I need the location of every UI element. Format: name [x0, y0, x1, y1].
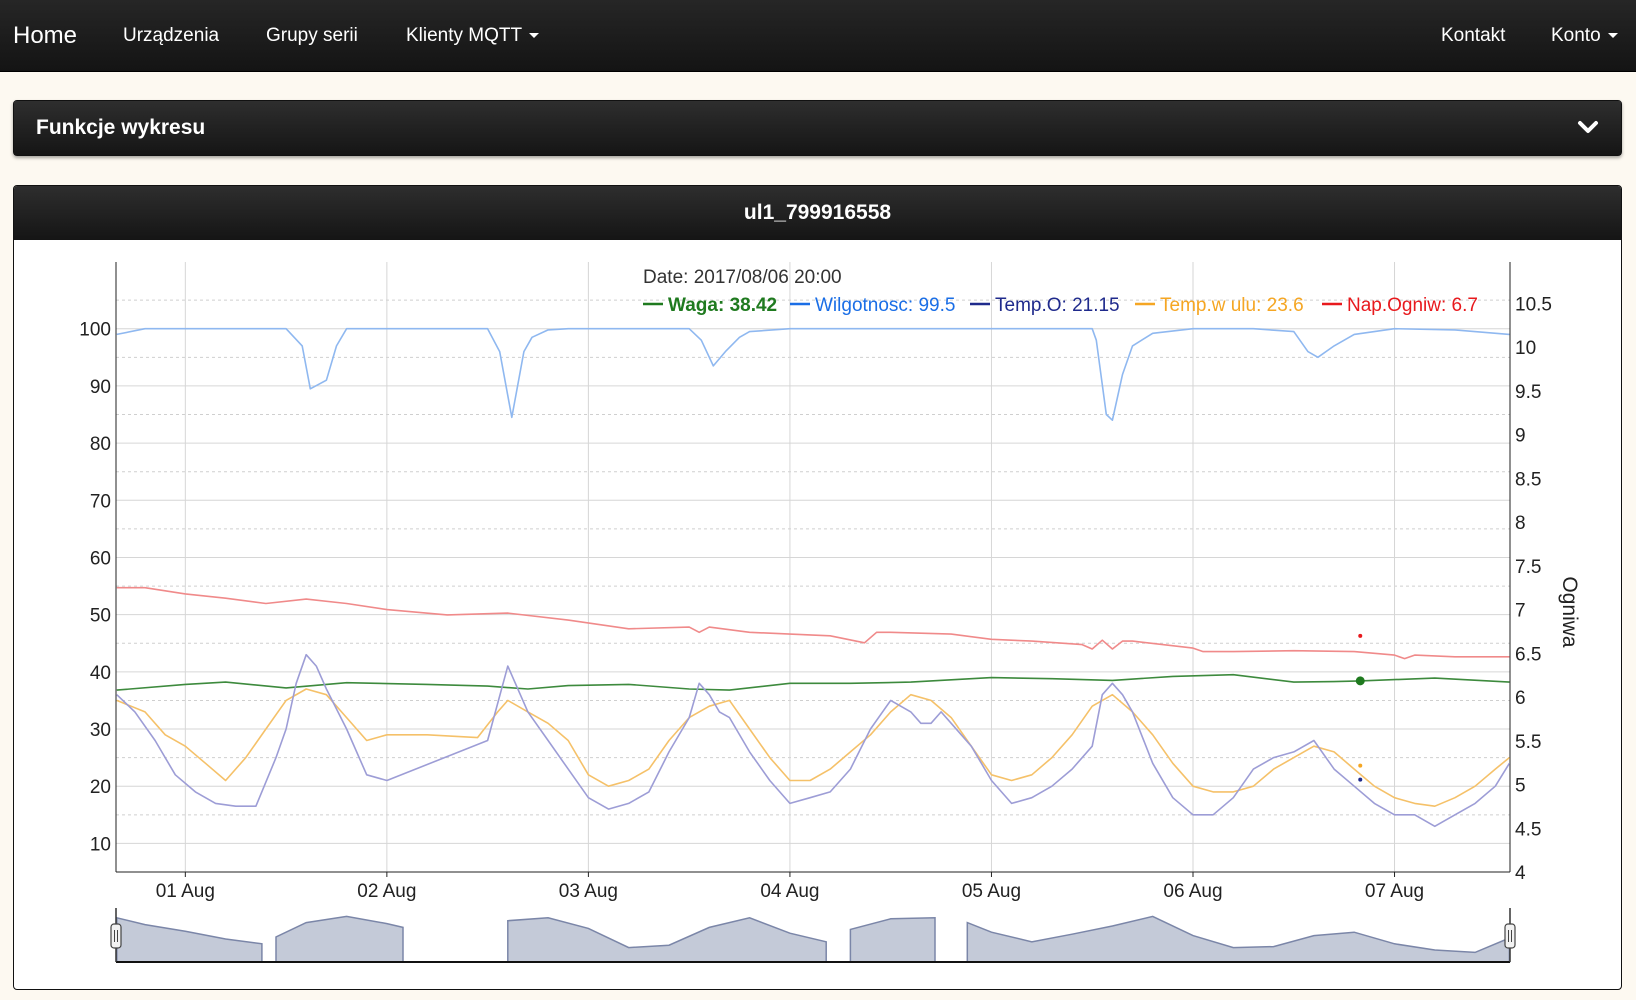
legend-entry: Temp.O: 21.15 — [995, 295, 1120, 316]
x-tick-label: 04 Aug — [760, 881, 819, 902]
series-line-temp-o — [116, 653, 1511, 828]
y-right-tick-label: 6 — [1515, 688, 1526, 709]
nav-series-groups-link[interactable]: Grupy serii — [266, 25, 358, 46]
y-right-tick-label: 9.5 — [1515, 382, 1541, 403]
x-tick-label: 03 Aug — [559, 881, 618, 902]
y-left-tick-label: 70 — [90, 491, 111, 512]
y-right-axis-label: Ogniwa — [1558, 576, 1581, 648]
navigator-handle-grip — [1504, 923, 1516, 949]
y-right-tick-label: 6.5 — [1515, 644, 1541, 665]
highlight-point-nap-ogniw — [1358, 633, 1363, 638]
chart-panel-header: ul1_799916558 — [14, 186, 1621, 240]
navigator-area — [275, 915, 404, 963]
navigator-handle-grip — [110, 923, 122, 949]
highlight-point-waga — [1355, 676, 1365, 686]
y-right-tick-label: 7 — [1515, 601, 1526, 622]
x-tick-label: 06 Aug — [1163, 881, 1222, 902]
navigator-right-handle[interactable] — [1504, 908, 1516, 962]
navbar: Home Urządzenia Grupy serii Klienty MQTT… — [0, 0, 1636, 72]
nav-account-label: Konto — [1551, 25, 1601, 46]
legend-entry: Wilgotnosc: 99.5 — [815, 295, 955, 316]
x-tick-label: 05 Aug — [962, 881, 1021, 902]
chart-functions-title: Funkcje wykresu — [36, 116, 206, 139]
nav-contact-link[interactable]: Kontakt — [1441, 25, 1506, 46]
x-tick-label: 01 Aug — [156, 881, 215, 902]
y-left-tick-label: 10 — [90, 834, 111, 855]
y-left-tick-label: 90 — [90, 377, 111, 398]
nav-account-dropdown[interactable]: Konto — [1551, 0, 1618, 71]
legend-entry: Temp.w ulu: 23.6 — [1160, 295, 1304, 316]
chart-panel-title: ul1_799916558 — [743, 201, 892, 224]
caret-down-icon — [529, 33, 540, 39]
y-right-tick-label: 4.5 — [1515, 819, 1541, 840]
y-right-tick-label: 8.5 — [1515, 469, 1541, 490]
nav-mqtt-clients-label: Klienty MQTT — [406, 25, 523, 46]
legend-date-label: Date: 2017/08/06 20:00 — [643, 267, 842, 288]
y-right-tick-label: 10.5 — [1515, 294, 1552, 315]
y-right-tick-label: 4 — [1515, 863, 1526, 884]
caret-down-icon — [1607, 33, 1618, 39]
highlight-point-temp-w-ulu — [1358, 763, 1363, 768]
nav-home-link[interactable]: Home — [13, 22, 78, 49]
series-line-nap-ogniw — [116, 586, 1510, 660]
y-right-tick-label: 9 — [1515, 426, 1526, 447]
navigator-area — [849, 917, 936, 963]
chevron-down-icon[interactable] — [1577, 101, 1599, 176]
y-right-tick-label: 5.5 — [1515, 732, 1541, 753]
series-line-wilgotnosc — [116, 327, 1510, 422]
chart-functions-header[interactable]: Funkcje wykresu — [14, 101, 1621, 155]
nav-mqtt-clients-dropdown[interactable]: Klienty MQTT — [406, 0, 540, 71]
y-left-tick-label: 50 — [90, 606, 111, 627]
y-left-tick-label: 30 — [90, 720, 111, 741]
x-tick-label: 07 Aug — [1365, 881, 1424, 902]
series-line-temp-w-ulu — [116, 688, 1510, 808]
highlight-point-temp-o — [1358, 777, 1363, 782]
navigator-area — [116, 916, 263, 963]
y-right-tick-label: 10 — [1515, 338, 1536, 359]
series-line-waga — [116, 673, 1510, 691]
legend-entry: Waga: 38.42 — [668, 295, 777, 316]
y-left-tick-label: 40 — [90, 663, 111, 684]
legend-entry: Nap.Ogniw: 6.7 — [1347, 295, 1478, 316]
y-right-tick-label: 5 — [1515, 776, 1526, 797]
chart-panel: ul1_799916558 — [13, 185, 1622, 990]
y-left-tick-label: 80 — [90, 434, 111, 455]
navigator-area — [507, 917, 827, 963]
y-left-tick-label: 60 — [90, 548, 111, 569]
nav-devices-link[interactable]: Urządzenia — [123, 25, 220, 46]
navigator-area — [966, 915, 1511, 963]
y-right-tick-label: 7.5 — [1515, 557, 1541, 578]
navigator-left-handle[interactable] — [110, 908, 122, 962]
x-tick-label: 02 Aug — [357, 881, 416, 902]
y-left-tick-label: 20 — [90, 777, 111, 798]
y-right-tick-label: 8 — [1515, 513, 1526, 534]
chart-functions-panel: Funkcje wykresu — [13, 100, 1622, 156]
y-left-tick-label: 100 — [79, 320, 111, 341]
